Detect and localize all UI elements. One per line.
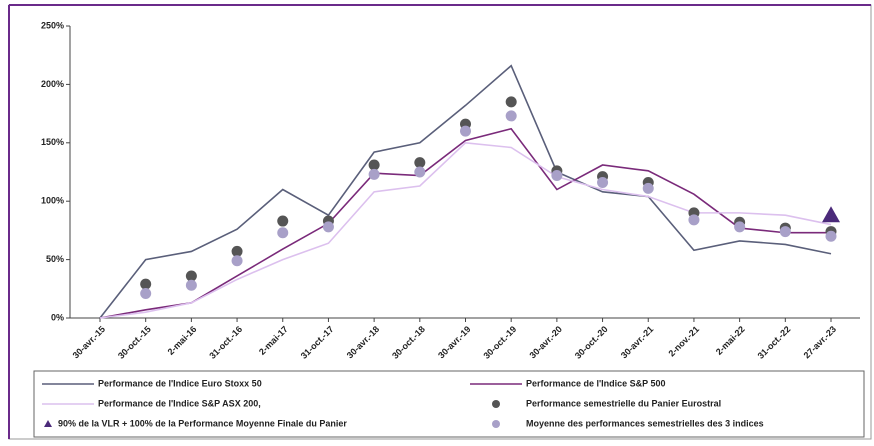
legend-label: 90% de la VLR + 100% de la Performance M… xyxy=(58,418,347,428)
legend-label: Moyenne des performances semestrielles d… xyxy=(526,418,764,428)
series-dot xyxy=(231,255,243,267)
series-line xyxy=(99,64,832,319)
legend-box xyxy=(33,370,865,438)
series-dot xyxy=(322,221,334,233)
series-dot xyxy=(140,278,152,290)
series-dot xyxy=(185,279,197,291)
legend-label: Performance de l'Indice S&P 500 xyxy=(526,378,666,388)
series-dot xyxy=(414,166,426,178)
y-tick-label: 50% xyxy=(46,254,64,264)
series-dot xyxy=(505,96,517,108)
series-dot xyxy=(460,125,471,137)
legend-swatch xyxy=(492,420,500,428)
legend-label: Performance semestrielle du Panier Euros… xyxy=(526,398,721,408)
series-dot xyxy=(368,159,380,171)
series-line xyxy=(99,127,831,319)
series-dot xyxy=(277,227,289,239)
legend-label: Performance de l'Indice Euro Stoxx 50 xyxy=(98,378,262,388)
series-dot xyxy=(779,226,791,238)
series-line xyxy=(99,141,832,319)
y-tick-label: 200% xyxy=(41,79,64,89)
series-dot xyxy=(185,270,197,282)
series-dot xyxy=(642,182,654,194)
frame xyxy=(8,4,872,440)
series-dot xyxy=(231,245,243,257)
series-dot xyxy=(414,157,426,169)
series-dot xyxy=(368,168,380,180)
legend-swatch xyxy=(44,420,52,427)
series-dot xyxy=(734,221,746,233)
series-dot xyxy=(277,215,289,227)
y-tick-label: 250% xyxy=(41,20,64,30)
series-triangle xyxy=(822,206,840,223)
y-tick-label: 100% xyxy=(41,196,64,206)
legend-swatch xyxy=(492,400,500,408)
y-tick-label: 150% xyxy=(41,137,64,147)
series-dot xyxy=(505,110,517,122)
y-tick-label: 0% xyxy=(51,312,64,322)
series-dot xyxy=(597,177,609,189)
series-dot xyxy=(825,230,837,242)
series-dot xyxy=(688,214,700,226)
series-dot xyxy=(140,287,152,299)
legend-label: Performance de l'Indice S&P ASX 200, xyxy=(98,398,261,408)
series-dot xyxy=(551,170,563,182)
